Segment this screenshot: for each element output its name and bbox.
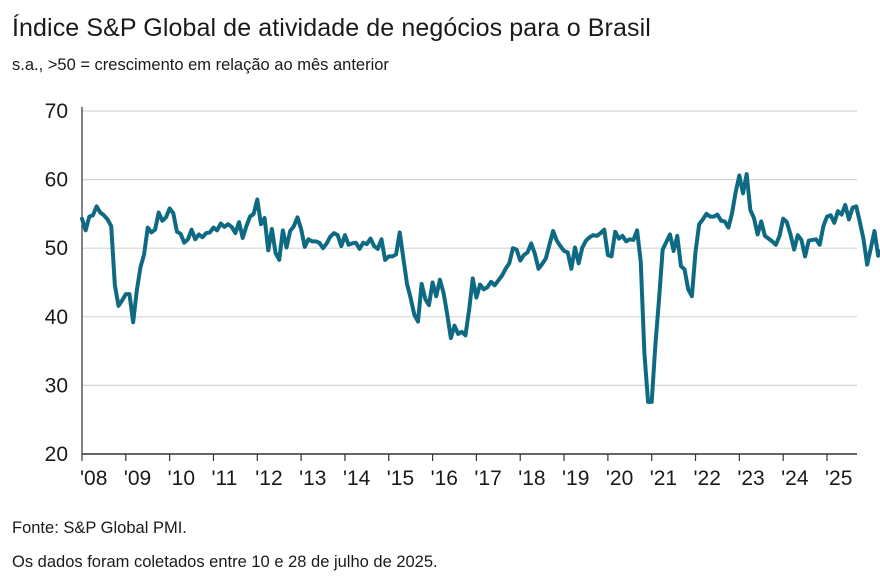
x-tick-label: '12 xyxy=(255,467,282,490)
x-tick-label: '13 xyxy=(299,467,326,490)
chart-subtitle: s.a., >50 = crescimento em relação ao mê… xyxy=(12,56,389,74)
x-tick-label: '09 xyxy=(124,467,151,490)
y-tick-label: 20 xyxy=(45,443,68,466)
x-tick-label: '17 xyxy=(474,467,501,490)
y-axis-labels: 20 30 40 50 60 70 xyxy=(45,100,68,466)
x-tick-label: '22 xyxy=(694,467,721,490)
line-chart: 20 30 40 50 60 70 '08 '09 '10 '11 '12 '13 '14 '15 '16… xyxy=(45,100,880,490)
x-tick-label: '20 xyxy=(606,467,633,490)
x-tick-label: '21 xyxy=(650,467,677,490)
y-tick-label: 30 xyxy=(45,374,68,397)
x-axis: '08 '09 '10 '11 '12 '13 '14 '15 '16 '17 '18 '19 '20 '… xyxy=(80,107,857,490)
y-tick-label: 70 xyxy=(45,100,68,123)
x-tick-label: '14 xyxy=(343,467,371,490)
x-tick-label: '08 xyxy=(80,467,107,490)
y-tick-label: 60 xyxy=(45,169,68,192)
x-tick-label: '23 xyxy=(737,467,764,490)
chart-title: Índice S&P Global de atividade de negóci… xyxy=(12,14,651,42)
y-tick-label: 40 xyxy=(45,306,68,329)
x-tick-label: '10 xyxy=(168,467,195,490)
series-line xyxy=(80,172,880,404)
x-tick-label: '25 xyxy=(825,467,852,490)
x-tick-label: '16 xyxy=(431,467,458,490)
gridlines xyxy=(82,110,857,386)
x-tick-label: '11 xyxy=(211,467,237,490)
x-tick-label: '15 xyxy=(387,467,414,490)
x-tick-label: '18 xyxy=(518,467,545,490)
source-note: Fonte: S&P Global PMI. xyxy=(12,519,187,537)
data-collection-note: Os dados foram coletados entre 10 e 28 d… xyxy=(12,553,438,571)
x-tick-label: '19 xyxy=(562,467,589,490)
x-tick-label: '24 xyxy=(781,467,809,490)
y-tick-label: 50 xyxy=(45,237,68,260)
